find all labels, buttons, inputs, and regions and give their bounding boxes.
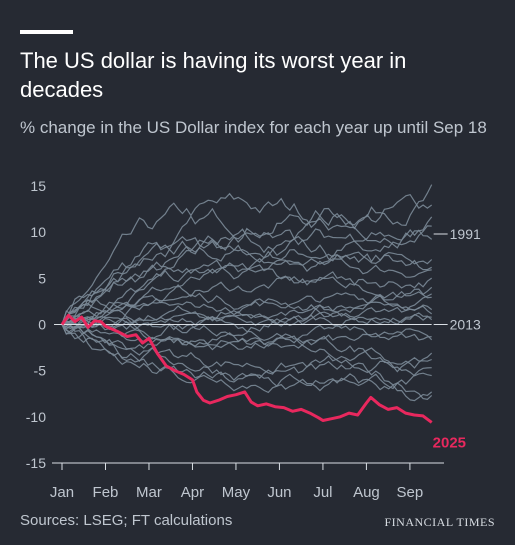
history-series-line xyxy=(61,184,433,325)
history-series-line xyxy=(61,319,433,402)
x-tick-label: May xyxy=(222,484,251,501)
y-tick-label: -15 xyxy=(26,455,46,471)
ft-brand-logo: FINANCIAL TIMES xyxy=(384,515,495,529)
x-tick-label: Jan xyxy=(50,484,74,501)
series-label-2025: 2025 xyxy=(433,434,466,451)
series-2025-line xyxy=(60,313,433,424)
history-series-line xyxy=(61,324,432,394)
x-tick-label: Apr xyxy=(181,484,204,501)
history-series-line xyxy=(61,292,433,327)
history-series-line xyxy=(61,192,433,325)
history-series-line xyxy=(61,286,433,340)
history-series-line xyxy=(61,229,432,325)
y-tick-label: -10 xyxy=(26,409,46,425)
chart-subtitle: % change in the US Dollar index for each… xyxy=(20,118,487,137)
history-series-line xyxy=(61,229,433,326)
history-series-line xyxy=(61,323,432,350)
history-series-line xyxy=(61,324,432,375)
source-note: Sources: LSEG; FT calculations xyxy=(20,512,233,529)
x-tick-label: Feb xyxy=(93,484,119,501)
history-series-line xyxy=(61,262,432,325)
y-tick-label: -5 xyxy=(34,363,47,379)
x-tick-label: Jul xyxy=(313,484,332,501)
x-tick-label: Aug xyxy=(353,484,380,501)
history-series-line xyxy=(61,311,433,344)
history-series-line xyxy=(61,275,433,325)
header-rule xyxy=(20,30,73,34)
series-label-1991: 1991 xyxy=(450,226,481,242)
y-tick-label: 15 xyxy=(30,178,46,194)
chart-title: The US dollar is having its worst year i… xyxy=(20,48,407,102)
x-tick-label: Sep xyxy=(397,484,424,501)
x-tick-label: Mar xyxy=(136,484,162,501)
history-series-line xyxy=(61,301,433,326)
history-series-line xyxy=(61,324,433,369)
history-series-line xyxy=(61,309,433,328)
series-label-2013: 2013 xyxy=(450,317,481,333)
y-tick-label: 10 xyxy=(30,224,46,240)
history-series-line xyxy=(61,251,433,326)
x-tick-label: Jun xyxy=(267,484,291,501)
y-tick-label: 5 xyxy=(38,270,46,286)
y-tick-label: 0 xyxy=(38,317,46,333)
history-series-line xyxy=(61,216,433,328)
history-series-line xyxy=(61,225,432,325)
